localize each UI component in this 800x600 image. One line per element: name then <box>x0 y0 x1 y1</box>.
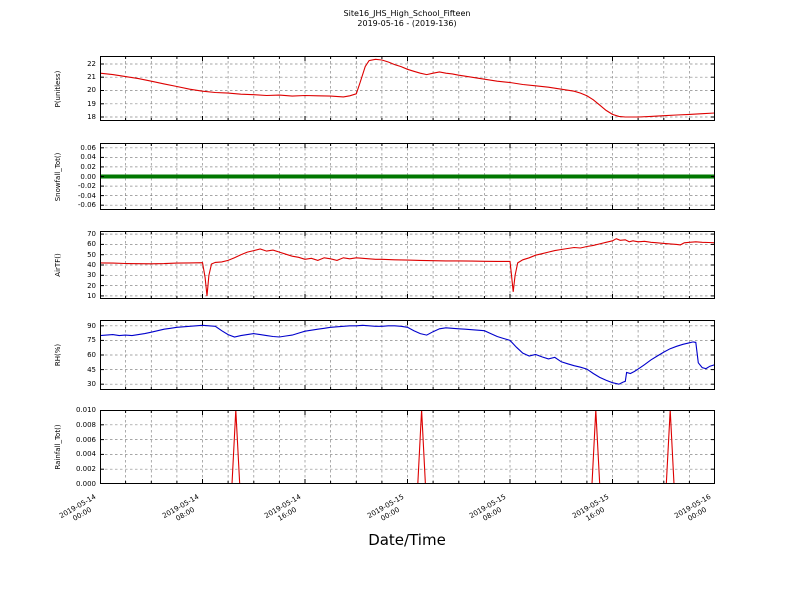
panel-pressure-plot <box>100 56 715 121</box>
y-tick-label-snowfall: 0.06 <box>80 143 96 152</box>
panel-relative-humidity-plot <box>100 320 715 390</box>
x-tick-label: 2019-05-15 16:00 <box>570 492 610 523</box>
x-axis-title: Date/Time <box>368 531 446 549</box>
y-tick-label-rainfall: 0.000 <box>75 480 96 488</box>
y-tick-label-relative-humidity: 75 <box>87 336 96 345</box>
y-axis-label-snowfall: Snowfall_Tot() <box>54 152 62 201</box>
y-axis-label-air-temp: AirTF() <box>54 253 62 277</box>
x-tick-label: 2019-05-15 00:00 <box>365 492 405 523</box>
y-tick-label-pressure: 21 <box>87 73 96 82</box>
y-tick-label-relative-humidity: 90 <box>87 321 96 330</box>
y-tick-label-rainfall: 0.004 <box>75 450 96 459</box>
y-tick-label-air-temp: 70 <box>87 230 96 239</box>
panel-air-temp-plot <box>100 231 715 299</box>
y-tick-label-rainfall: 0.010 <box>75 406 96 414</box>
y-tick-label-pressure: 19 <box>87 99 96 108</box>
y-tick-label-rainfall: 0.008 <box>75 420 96 429</box>
x-tick-label: 2019-05-14 16:00 <box>263 492 303 523</box>
y-tick-label-snowfall: 0.00 <box>80 172 96 181</box>
y-tick-label-snowfall: -0.02 <box>77 182 96 191</box>
y-tick-label-pressure: 20 <box>87 86 96 95</box>
x-tick-label: 2019-05-14 00:00 <box>58 492 98 523</box>
y-tick-label-snowfall: -0.04 <box>77 191 96 200</box>
chart-title: Site16_JHS_High_School_Fifteen <box>343 9 471 18</box>
y-tick-label-air-temp: 20 <box>87 281 96 290</box>
y-tick-label-relative-humidity: 45 <box>87 365 96 374</box>
y-tick-label-snowfall: -0.06 <box>77 201 96 210</box>
y-axis-label-pressure: P(unitless) <box>54 70 62 107</box>
y-tick-label-rainfall: 0.006 <box>75 435 96 444</box>
y-tick-label-air-temp: 10 <box>87 291 96 300</box>
y-tick-label-relative-humidity: 60 <box>87 351 96 359</box>
x-tick-label: 2019-05-15 08:00 <box>468 492 508 523</box>
panel-rainfall-plot <box>100 410 715 484</box>
chart-subtitle: 2019-05-16 - (2019-136) <box>357 19 457 28</box>
y-tick-label-pressure: 18 <box>87 113 96 122</box>
y-tick-label-pressure: 22 <box>87 59 96 68</box>
x-tick-label: 2019-05-16 00:00 <box>673 492 713 523</box>
y-tick-label-snowfall: 0.04 <box>80 153 96 162</box>
y-tick-label-air-temp: 40 <box>87 261 96 269</box>
y-tick-label-snowfall: 0.02 <box>80 162 96 171</box>
x-tick-label: 2019-05-14 08:00 <box>160 492 200 523</box>
y-axis-label-relative-humidity: RH(%) <box>54 343 62 367</box>
y-axis-label-rainfall: Rainfall_Tot() <box>54 424 62 470</box>
y-tick-label-relative-humidity: 30 <box>87 380 96 389</box>
y-tick-label-rainfall: 0.002 <box>75 465 96 474</box>
y-tick-label-air-temp: 50 <box>87 250 96 259</box>
y-tick-label-air-temp: 60 <box>87 240 96 249</box>
panel-snowfall-plot <box>100 143 715 210</box>
y-tick-label-air-temp: 30 <box>87 271 96 280</box>
